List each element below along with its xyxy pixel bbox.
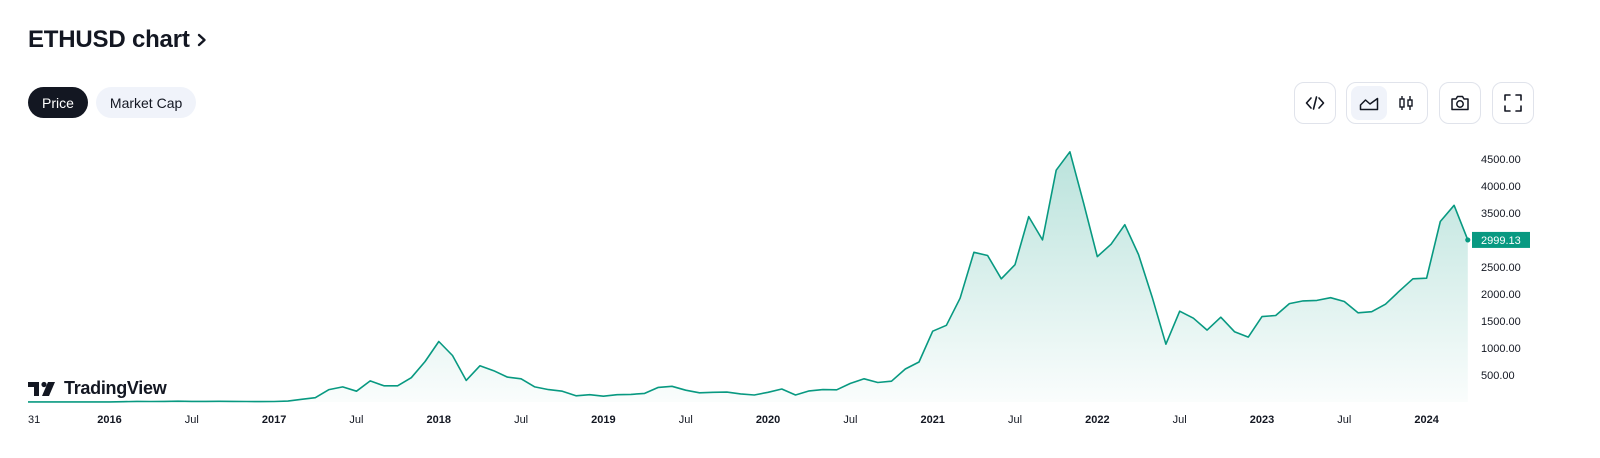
last-price-label-bg — [1472, 231, 1530, 248]
screenshot-button[interactable] — [1439, 82, 1481, 124]
embed-code-button[interactable] — [1294, 82, 1336, 124]
x-tick-label: 2022 — [1085, 414, 1109, 426]
fullscreen-icon — [1504, 94, 1522, 112]
last-price-point — [1465, 237, 1471, 243]
plot-area — [28, 151, 1471, 403]
y-tick-label: 2000.00 — [1481, 289, 1521, 301]
x-axis: 31 2016 Jul 2017 Jul 2018 Jul 2019 Jul 2020 Jul 202… — [28, 414, 1440, 426]
x-tick-label: 2020 — [756, 414, 780, 426]
x-tick-label: Jul — [349, 414, 363, 426]
y-tick-label: 4500.00 — [1481, 154, 1521, 166]
tradingview-logo-icon — [28, 381, 55, 396]
x-tick-label: Jul — [1008, 414, 1022, 426]
tradingview-logo-text: TradingView — [64, 378, 167, 398]
x-tick-label: 2016 — [97, 414, 121, 426]
x-tick-label: Jul — [843, 414, 857, 426]
embed-code-icon — [1305, 96, 1325, 110]
chevron-right-icon — [197, 33, 206, 47]
chart-title[interactable]: ETHUSD chart — [28, 26, 210, 54]
chart-mode-tabs: Price Market Cap — [28, 87, 197, 118]
candlestick-button[interactable] — [1388, 86, 1424, 120]
camera-icon — [1451, 95, 1469, 111]
y-axis: 500.001000.001500.002000.002500.003000.0… — [1472, 154, 1530, 382]
x-tick-label: 31 — [28, 414, 40, 426]
x-tick-label: Jul — [514, 414, 528, 426]
tab-market-cap[interactable]: Market Cap — [95, 87, 197, 118]
chart-title-text: ETHUSD chart — [28, 26, 190, 53]
price-area-fill — [28, 151, 1468, 402]
y-tick-label: 2500.00 — [1481, 262, 1521, 274]
x-tick-label: 2023 — [1250, 414, 1274, 426]
candlestick-icon — [1398, 96, 1413, 110]
x-tick-label: 2017 — [262, 414, 286, 426]
x-tick-label: Jul — [185, 414, 199, 426]
chart-style-group — [1346, 82, 1428, 124]
price-chart[interactable]: 500.001000.001500.002000.002500.003000.0… — [0, 130, 1600, 440]
tab-price[interactable]: Price — [28, 87, 88, 118]
x-tick-label: Jul — [679, 414, 693, 426]
price-line — [28, 151, 1469, 403]
tradingview-logo[interactable]: TradingView — [28, 378, 167, 399]
y-tick-label: 500.00 — [1481, 370, 1515, 382]
y-tick-label: 4000.00 — [1481, 181, 1521, 193]
area-chart-button[interactable] — [1350, 86, 1387, 120]
y-tick-label: 1000.00 — [1481, 343, 1521, 355]
x-tick-label: Jul — [1337, 414, 1351, 426]
x-tick-label: Jul — [1173, 414, 1187, 426]
x-tick-label: 2019 — [591, 414, 615, 426]
y-tick-label: 3500.00 — [1481, 208, 1521, 220]
last-price-label: 2999.13 — [1481, 235, 1521, 247]
x-tick-label: 2018 — [427, 414, 451, 426]
x-tick-label: 2021 — [920, 414, 944, 426]
x-tick-label: 2024 — [1414, 414, 1439, 426]
y-tick-label: 1500.00 — [1481, 316, 1521, 328]
fullscreen-button[interactable] — [1492, 82, 1534, 124]
area-chart-icon — [1359, 97, 1378, 111]
